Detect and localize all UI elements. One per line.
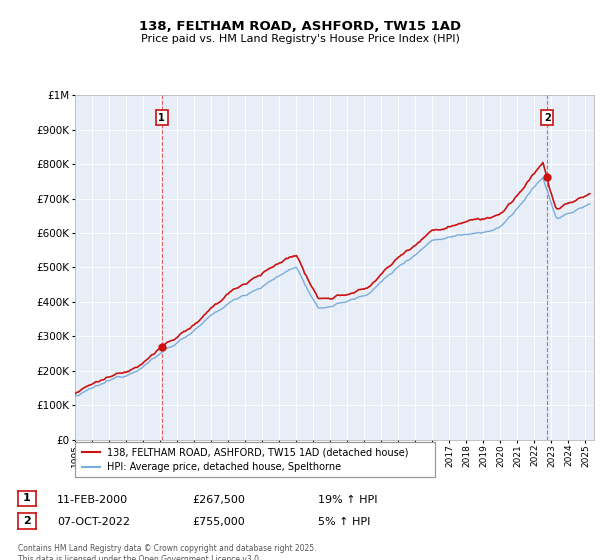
Text: 5% ↑ HPI: 5% ↑ HPI bbox=[318, 517, 370, 527]
Text: 07-OCT-2022: 07-OCT-2022 bbox=[57, 517, 130, 527]
Text: HPI: Average price, detached house, Spelthorne: HPI: Average price, detached house, Spel… bbox=[107, 463, 341, 473]
Text: Contains HM Land Registry data © Crown copyright and database right 2025.
This d: Contains HM Land Registry data © Crown c… bbox=[18, 544, 317, 560]
Text: 1: 1 bbox=[23, 493, 31, 503]
Text: 19% ↑ HPI: 19% ↑ HPI bbox=[318, 494, 377, 505]
Text: 1: 1 bbox=[158, 113, 165, 123]
Text: £267,500: £267,500 bbox=[192, 494, 245, 505]
Text: 2: 2 bbox=[23, 516, 31, 526]
Text: 2: 2 bbox=[544, 113, 551, 123]
Text: 11-FEB-2000: 11-FEB-2000 bbox=[57, 494, 128, 505]
Text: 138, FELTHAM ROAD, ASHFORD, TW15 1AD (detached house): 138, FELTHAM ROAD, ASHFORD, TW15 1AD (de… bbox=[107, 447, 409, 457]
Text: 138, FELTHAM ROAD, ASHFORD, TW15 1AD: 138, FELTHAM ROAD, ASHFORD, TW15 1AD bbox=[139, 20, 461, 33]
Text: Price paid vs. HM Land Registry's House Price Index (HPI): Price paid vs. HM Land Registry's House … bbox=[140, 34, 460, 44]
Text: £755,000: £755,000 bbox=[192, 517, 245, 527]
